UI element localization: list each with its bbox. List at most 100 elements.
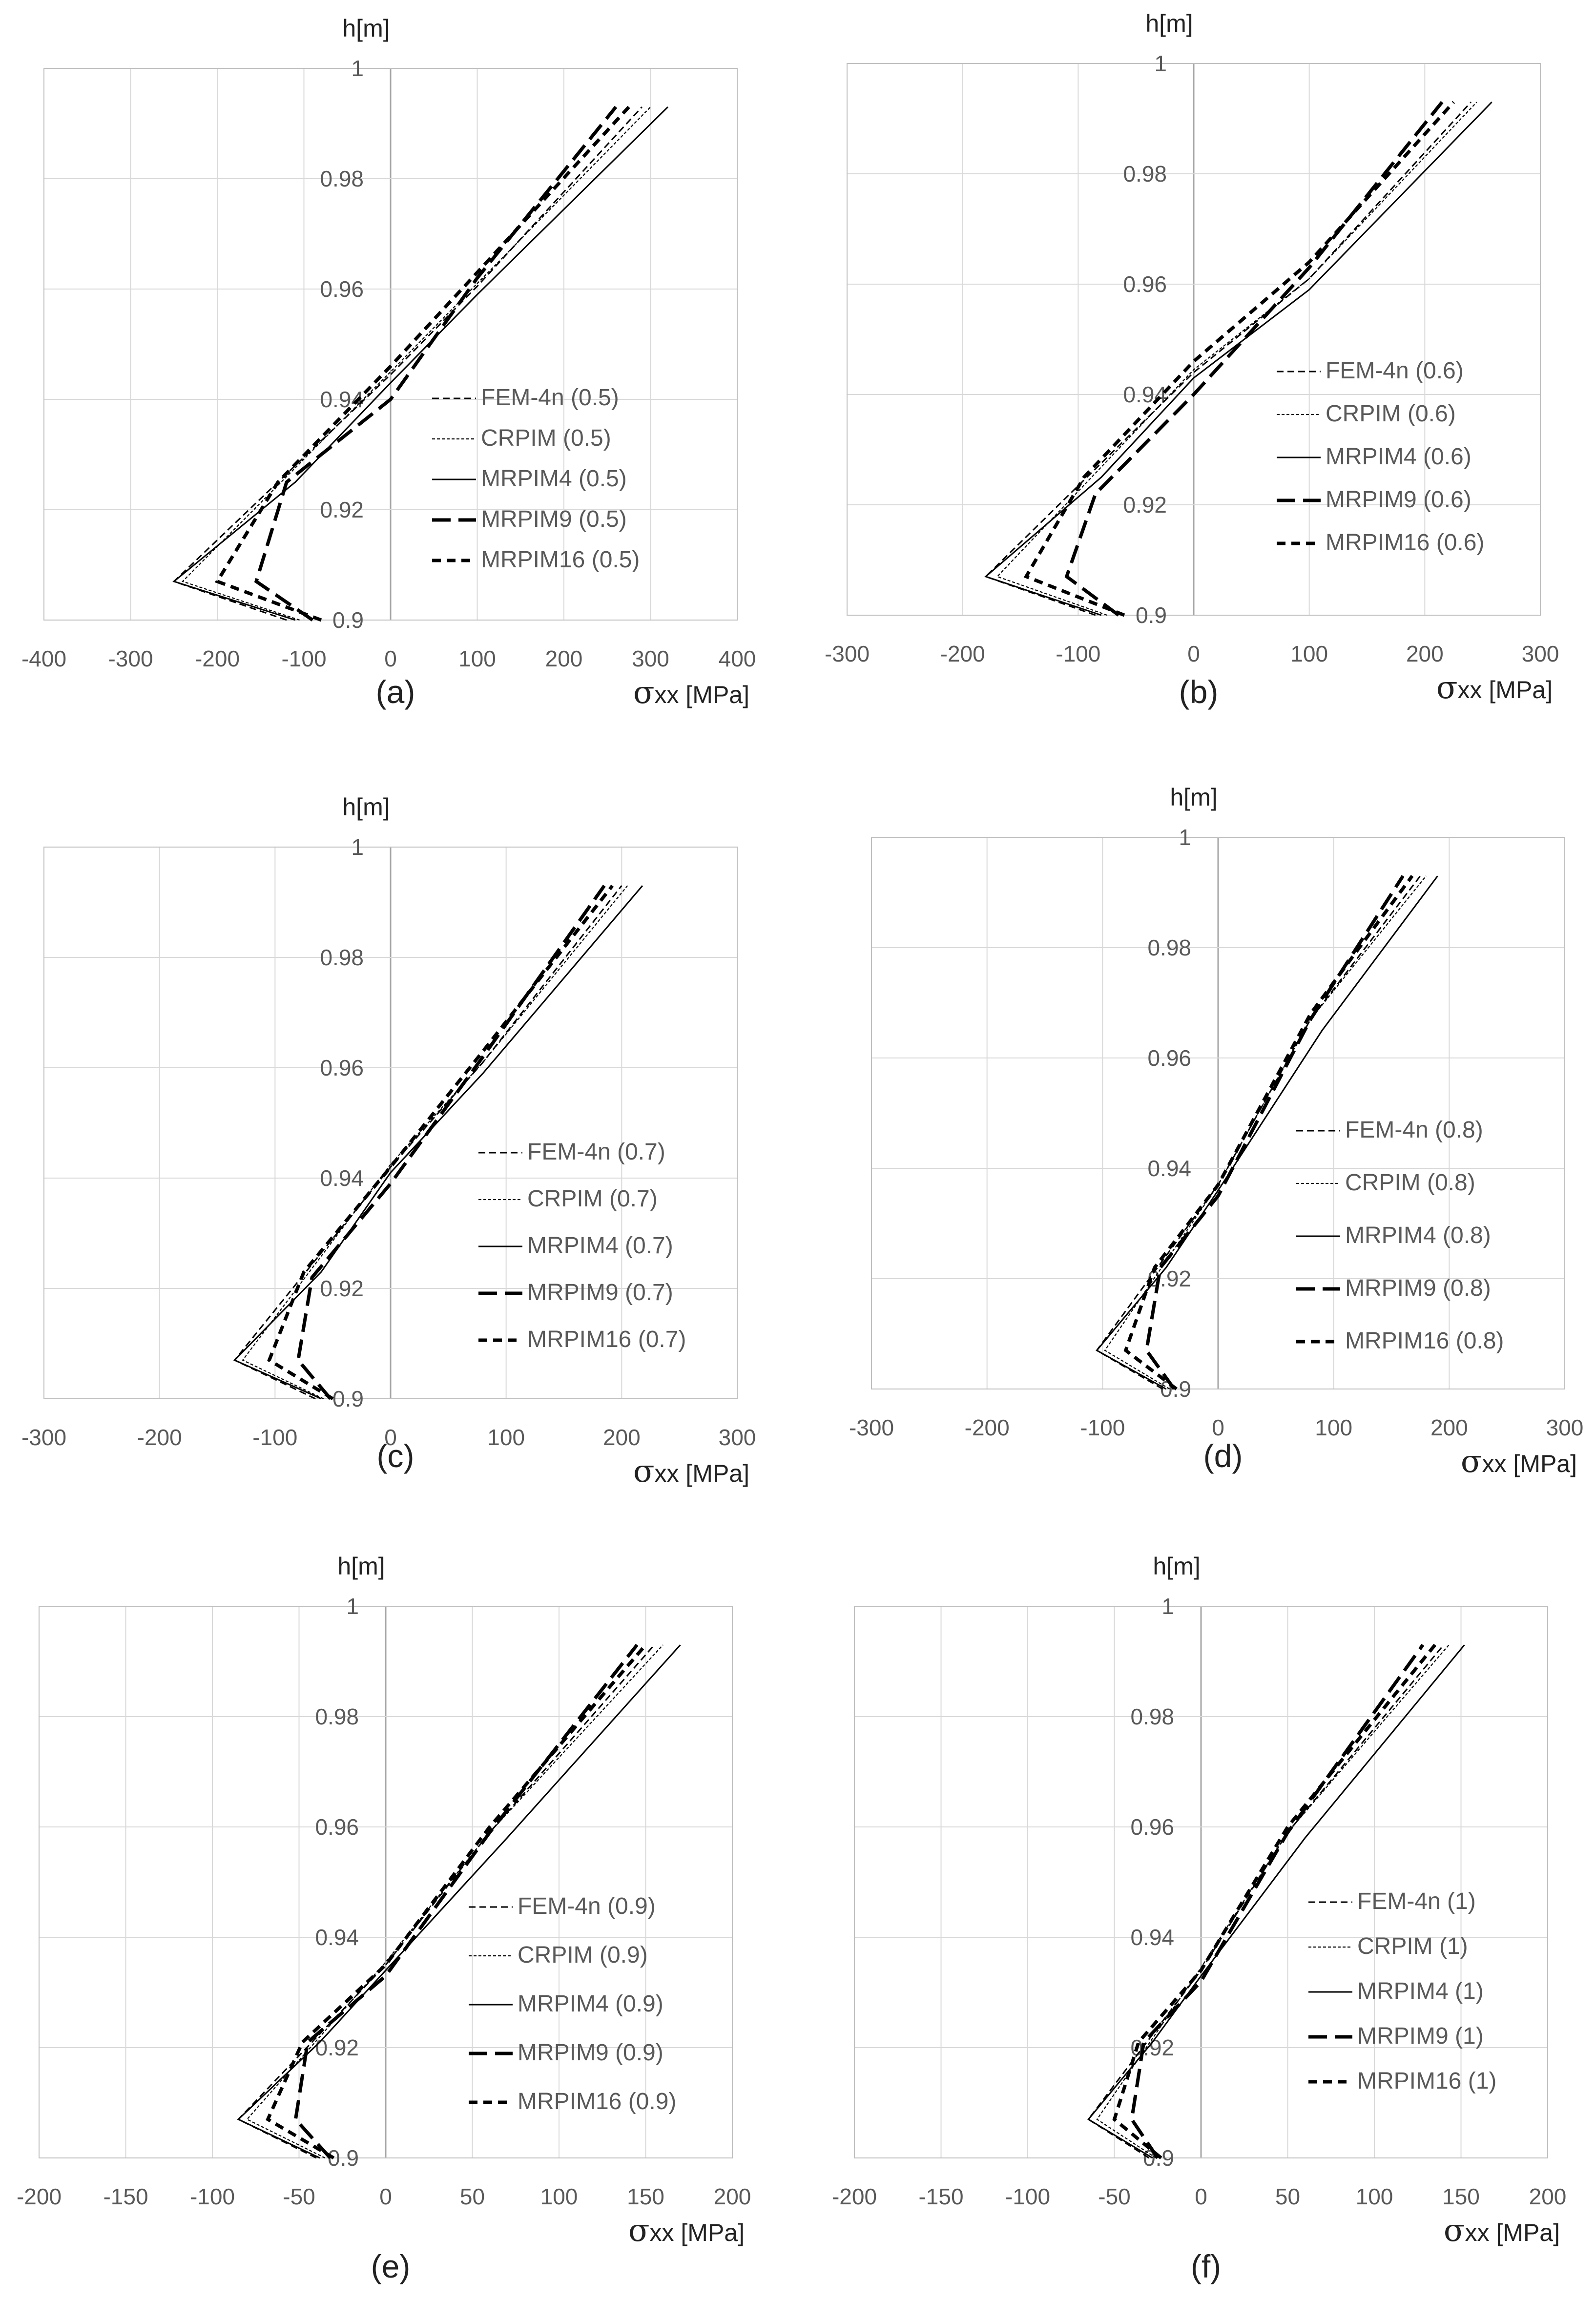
panel-label: (d) <box>1203 1438 1243 1474</box>
legend-entry: FEM-4n (0.8) <box>1345 1117 1483 1143</box>
legend-entry: MRPIM4 (0.8) <box>1345 1223 1491 1248</box>
y-tick-label: 0.96 <box>320 1055 364 1080</box>
series-line-fem-4n <box>172 106 643 621</box>
legend-entry: CRPIM (0.8) <box>1345 1170 1475 1196</box>
x-axis-title: σxx [MPa] <box>628 2213 745 2249</box>
x-axis-sigma: σ <box>628 2213 650 2249</box>
x-tick-label: 0 <box>1212 1415 1224 1440</box>
series-line-mrpim9 <box>293 1643 639 2159</box>
legend-entry: FEM-4n (0.6) <box>1326 358 1464 384</box>
x-tick-label: 0 <box>1187 641 1200 666</box>
x-tick-label: 100 <box>458 646 496 671</box>
x-axis-sigma: σ <box>1436 670 1458 706</box>
x-tick-label: -400 <box>21 646 66 671</box>
y-tick-label: 0.96 <box>1147 1045 1191 1071</box>
legend-entry: MRPIM16 (1) <box>1357 2068 1496 2094</box>
x-tick-label: 200 <box>1529 2184 1567 2209</box>
legend-entry: MRPIM4 (0.7) <box>527 1233 673 1259</box>
series-line-mrpim16 <box>1112 1643 1437 2159</box>
x-tick-label: 400 <box>719 646 756 671</box>
x-tick-label: -300 <box>21 1425 66 1450</box>
legend-entry: FEM-4n (0.9) <box>518 1893 656 1919</box>
y-tick-label: 0.9 <box>332 1386 364 1411</box>
legend-entry: MRPIM16 (0.9) <box>518 2089 676 2114</box>
y-axis-title: h[m] <box>1145 10 1193 37</box>
plot-frame <box>43 847 738 1399</box>
y-tick-label: 0.98 <box>320 945 364 970</box>
y-tick-label: 0.96 <box>1130 1814 1174 1840</box>
legend-entry: MRPIM16 (0.6) <box>1326 530 1484 556</box>
x-axis-sigma: σ <box>633 675 655 711</box>
x-tick-label: -200 <box>195 646 240 671</box>
series-line-mrpim4 <box>1096 875 1438 1390</box>
x-tick-label: -100 <box>252 1425 297 1450</box>
legend-entry: MRPIM9 (0.7) <box>527 1280 673 1306</box>
legend-entry: MRPIM9 (0.6) <box>1326 487 1472 513</box>
y-tick-label: 1 <box>1161 1594 1174 1619</box>
legend-entry: MRPIM9 (0.9) <box>518 2040 663 2066</box>
legend-entry: FEM-4n (0.7) <box>527 1139 665 1165</box>
x-tick-label: 100 <box>487 1425 525 1450</box>
y-axis-title: h[m] <box>342 793 390 821</box>
y-tick-label: 0.98 <box>320 166 364 191</box>
y-tick-label: 0.9 <box>1136 602 1167 628</box>
legend-entry: MRPIM9 (0.8) <box>1345 1275 1491 1301</box>
x-tick-label: 300 <box>632 646 669 671</box>
series-line-mrpim9 <box>1130 1644 1425 2159</box>
x-tick-label: 150 <box>627 2184 664 2209</box>
y-tick-label: 0.98 <box>1147 935 1191 960</box>
x-tick-label: -50 <box>1098 2184 1130 2209</box>
x-tick-label: -150 <box>103 2184 148 2209</box>
x-tick-label: 150 <box>1442 2184 1480 2209</box>
y-tick-label: 0.94 <box>320 1165 364 1191</box>
x-axis-title: σxx [MPa] <box>1461 1444 1577 1480</box>
legend-entry: MRPIM4 (0.9) <box>518 1991 663 2017</box>
legend-entry: MRPIM4 (0.5) <box>481 466 627 492</box>
legend-entry: CRPIM (0.9) <box>518 1942 648 1968</box>
panel-label: (a) <box>376 674 415 710</box>
x-tick-label: 0 <box>379 2184 392 2209</box>
x-tick-label: -200 <box>940 641 985 666</box>
legend-entry: FEM-4n (1) <box>1357 1888 1476 1914</box>
x-tick-label: -100 <box>1005 2184 1050 2209</box>
y-tick-label: 0.94 <box>1147 1156 1191 1181</box>
y-tick-label: 1 <box>346 1594 359 1619</box>
y-tick-label: 0.96 <box>1123 271 1167 297</box>
plot-frame <box>854 1606 1548 2158</box>
x-tick-label: 50 <box>1275 2184 1300 2209</box>
x-axis-title: σxx [MPa] <box>633 675 749 711</box>
x-tick-label: -100 <box>281 646 326 671</box>
series-line-mrpim4 <box>233 885 643 1400</box>
plot-frame <box>39 1606 733 2158</box>
x-tick-label: -300 <box>108 646 153 671</box>
x-tick-label: 300 <box>1546 1415 1584 1440</box>
y-axis-title: h[m] <box>1170 784 1217 811</box>
y-tick-label: 1 <box>1154 51 1167 76</box>
series-line-mrpim4 <box>984 102 1492 616</box>
panel-label: (f) <box>1191 2248 1221 2284</box>
x-tick-label: 200 <box>714 2184 751 2209</box>
y-tick-label: 0.98 <box>1123 161 1167 187</box>
legend-entry: MRPIM9 (1) <box>1357 2023 1484 2049</box>
series-line-mrpim4 <box>172 106 669 621</box>
y-tick-label: 0.94 <box>1123 382 1167 407</box>
x-tick-label: 50 <box>460 2184 485 2209</box>
series-line-mrpim16 <box>267 884 614 1400</box>
x-tick-label: 100 <box>540 2184 578 2209</box>
x-axis-title: σxx [MPa] <box>1444 2213 1560 2249</box>
series-line-mrpim9 <box>296 885 606 1400</box>
x-tick-label: -300 <box>849 1415 894 1440</box>
y-tick-label: 0.94 <box>1130 1925 1174 1950</box>
legend-entry: MRPIM9 (0.5) <box>481 506 627 532</box>
y-tick-label: 1 <box>351 834 364 860</box>
x-axis-title: σxx [MPa] <box>633 1453 749 1490</box>
panel-label: (e) <box>371 2248 411 2284</box>
x-tick-label: 300 <box>719 1425 756 1450</box>
x-axis-sigma: σ <box>1444 2213 1465 2249</box>
x-tick-label: 100 <box>1356 2184 1393 2209</box>
